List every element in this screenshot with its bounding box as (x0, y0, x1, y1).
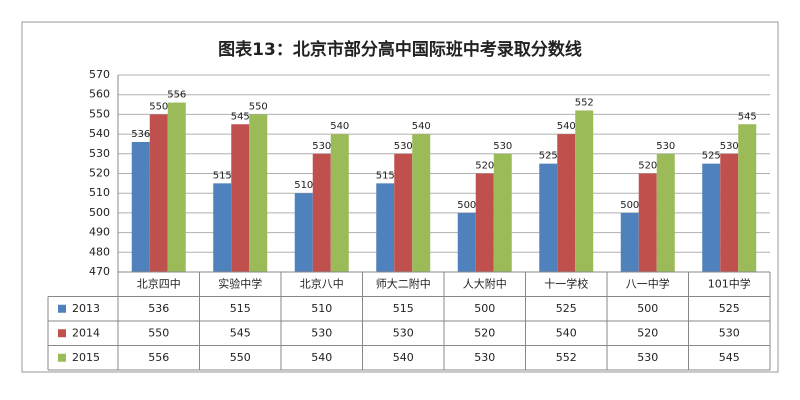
table-cell: 530 (393, 326, 414, 339)
y-tick-label: 470 (89, 265, 110, 278)
table-cell: 525 (556, 302, 577, 315)
legend-label: 2015 (72, 351, 100, 364)
data-label: 545 (231, 111, 250, 122)
y-tick-label: 530 (89, 147, 110, 160)
table-cell: 540 (393, 351, 414, 364)
y-tick-label: 520 (89, 167, 110, 180)
data-label: 530 (394, 141, 413, 152)
bar (656, 153, 675, 272)
table-cell: 510 (311, 302, 332, 315)
x-tick-label: 十一学校 (544, 276, 588, 290)
bar (575, 110, 594, 273)
bar (213, 183, 232, 272)
legend-label: 2013 (72, 302, 100, 315)
data-label: 540 (412, 121, 431, 132)
bar (620, 212, 639, 272)
bar (493, 153, 512, 272)
data-label: 550 (249, 101, 268, 112)
table-cell: 540 (311, 351, 332, 364)
x-tick-label: 人大附中 (463, 276, 507, 290)
x-tick-label: 实验中学 (218, 276, 262, 290)
data-label: 545 (738, 111, 757, 122)
table-cell: 515 (230, 302, 251, 315)
table-cell: 520 (474, 326, 495, 339)
table-cell: 545 (230, 326, 251, 339)
table-cell: 500 (637, 302, 658, 315)
y-tick-label: 500 (89, 206, 110, 219)
legend-swatch (58, 353, 66, 362)
data-label: 525 (702, 151, 721, 162)
table-cell: 530 (311, 326, 332, 339)
data-label: 536 (131, 129, 150, 140)
data-label: 540 (330, 121, 349, 132)
data-label: 510 (294, 180, 313, 191)
data-label: 515 (213, 170, 232, 181)
x-tick-label: 101中学 (708, 276, 751, 290)
table-cell: 550 (230, 351, 251, 364)
y-tick-label: 490 (89, 226, 110, 239)
data-label: 530 (493, 141, 512, 152)
table-cell: 515 (393, 302, 414, 315)
table-cell: 540 (556, 326, 577, 339)
bar (330, 134, 349, 272)
x-tick-label: 师大二附中 (376, 276, 431, 290)
bar (475, 173, 494, 272)
bar (294, 193, 313, 272)
table-cell: 552 (556, 351, 577, 364)
x-tick-label: 八一中学 (626, 276, 670, 290)
table-cell: 536 (148, 302, 169, 315)
y-tick-label: 560 (89, 88, 110, 101)
data-label: 530 (656, 141, 675, 152)
data-label: 500 (620, 200, 639, 211)
bar (312, 153, 331, 272)
bar (738, 124, 757, 272)
bar (638, 173, 657, 272)
bar (394, 153, 413, 272)
table-cell: 520 (637, 326, 658, 339)
table-cell: 556 (148, 351, 169, 364)
x-tick-label: 北京四中 (137, 276, 181, 290)
bar (249, 114, 268, 273)
bar (149, 114, 168, 273)
y-tick-label: 570 (89, 68, 110, 81)
y-tick-label: 510 (89, 186, 110, 199)
bar (720, 153, 739, 272)
data-label: 530 (312, 141, 331, 152)
table-cell: 545 (719, 351, 740, 364)
legend-swatch (58, 329, 66, 338)
bar (231, 124, 250, 272)
data-label: 550 (149, 101, 168, 112)
table-cell: 530 (474, 351, 495, 364)
x-tick-label: 北京八中 (300, 276, 344, 290)
table-cell: 530 (719, 326, 740, 339)
data-label: 556 (167, 90, 186, 101)
table-cell: 550 (148, 326, 169, 339)
data-label: 520 (475, 161, 494, 172)
table-cell: 530 (637, 351, 658, 364)
bar (131, 141, 150, 272)
bar (539, 163, 558, 272)
data-label: 552 (575, 97, 594, 108)
bar (412, 134, 431, 272)
chart-title: 图表13：北京市部分高中国际班中考录取分数线 (218, 39, 582, 60)
legend-label: 2014 (72, 326, 100, 339)
bar (702, 163, 721, 272)
y-tick-label: 540 (89, 127, 110, 140)
legend-swatch (58, 304, 66, 313)
y-tick-label: 550 (89, 107, 110, 120)
bar (376, 183, 395, 272)
table-cell: 525 (719, 302, 740, 315)
data-label: 525 (539, 151, 558, 162)
bar (167, 102, 186, 272)
data-label: 500 (457, 200, 476, 211)
table-cell: 500 (474, 302, 495, 315)
data-label: 520 (638, 161, 657, 172)
bar (557, 134, 576, 272)
data-label: 530 (720, 141, 739, 152)
bar (457, 212, 476, 272)
data-label: 540 (557, 121, 576, 132)
data-label: 515 (376, 170, 395, 181)
y-tick-label: 480 (89, 245, 110, 258)
